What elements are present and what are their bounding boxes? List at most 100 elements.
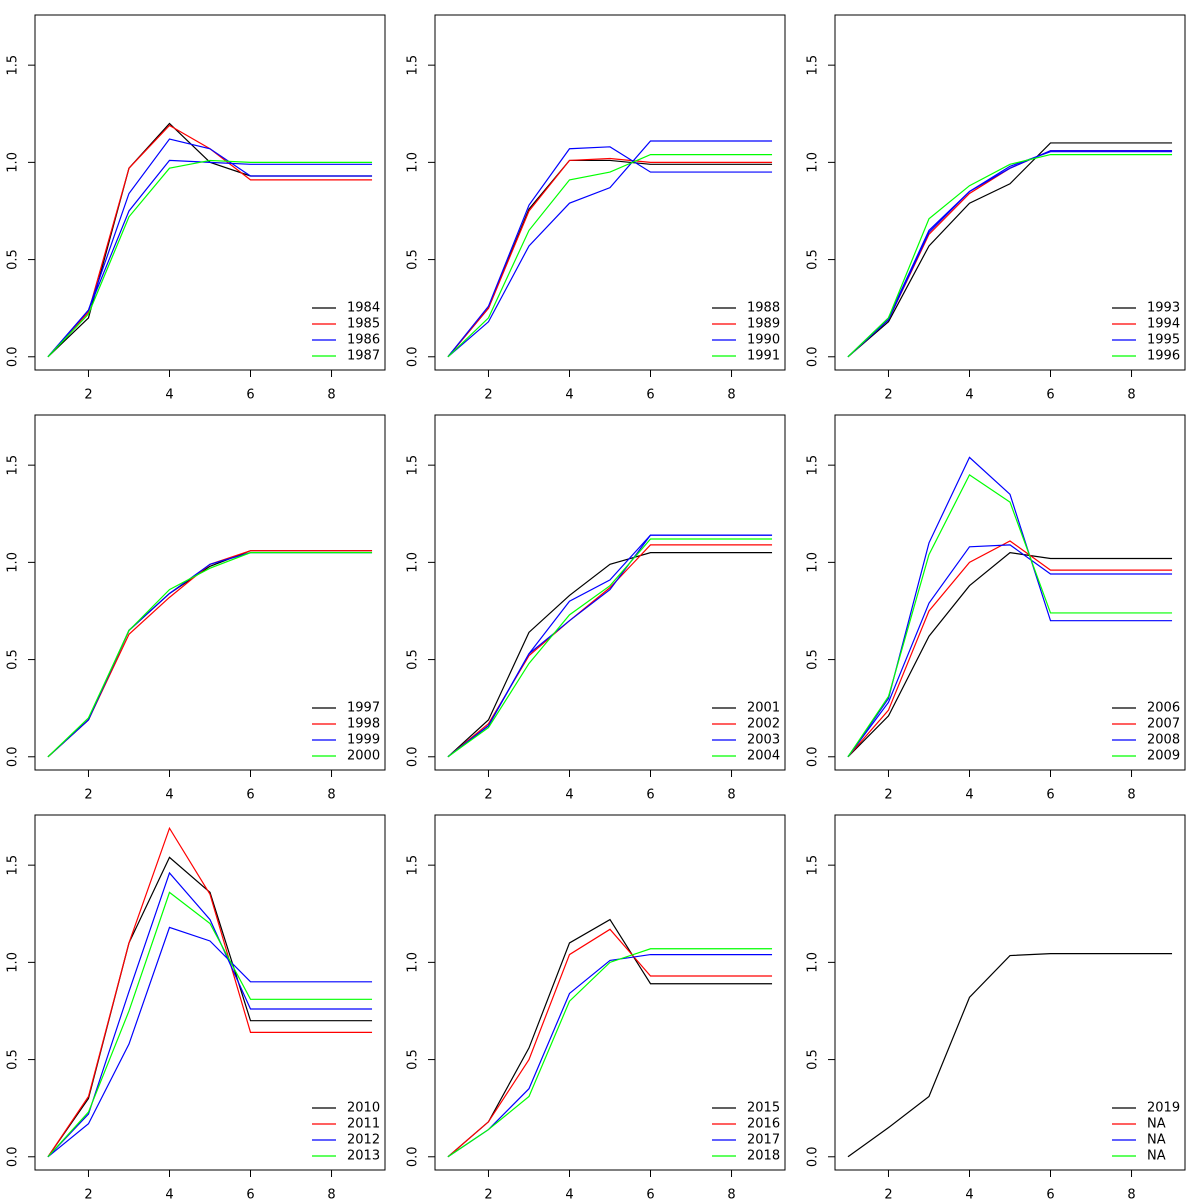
series-line [447, 159, 773, 358]
x-tick-label: 6 [646, 1188, 654, 1200]
series-line [447, 157, 773, 358]
legend-label: 1988 [747, 301, 780, 316]
x-tick-label: 8 [327, 388, 335, 403]
series-line [447, 146, 773, 358]
y-tick-label: 1.0 [806, 552, 821, 573]
plot-frame [434, 14, 786, 371]
x-tick-label: 4 [565, 388, 573, 403]
y-tick-label: 0.5 [806, 1049, 821, 1070]
legend-label: 1990 [747, 333, 780, 348]
y-tick-label: 1.5 [6, 55, 21, 76]
series-line [847, 150, 1173, 358]
series-line [47, 891, 373, 1158]
series-line [847, 953, 1173, 1158]
series-line [47, 159, 373, 358]
x-tick-label: 4 [965, 388, 973, 403]
legend-label: 2007 [1147, 717, 1180, 732]
legend-label: 2009 [1147, 749, 1180, 764]
x-tick-label: 2 [484, 1188, 492, 1200]
legend-label: 2001 [747, 701, 780, 716]
legend-label: 1999 [347, 733, 380, 748]
y-tick-label: 1.5 [806, 455, 821, 476]
x-tick-label: 2 [84, 388, 92, 403]
series-line [447, 948, 773, 1158]
y-tick-label: 1.0 [406, 152, 421, 173]
y-tick-label: 0.0 [406, 746, 421, 767]
series-line [47, 550, 373, 758]
y-tick-label: 0.5 [406, 249, 421, 270]
series-line [47, 552, 373, 758]
legend-label: 2019 [1147, 1101, 1180, 1116]
series-line [447, 153, 773, 358]
plot-frame [434, 414, 786, 771]
x-tick-label: 4 [565, 788, 573, 803]
plot-frame [834, 814, 1186, 1171]
series-line [847, 552, 1173, 758]
legend-label: NA [1147, 1117, 1166, 1132]
y-tick-label: 0.0 [806, 1146, 821, 1167]
legend-label: 2017 [747, 1133, 780, 1148]
y-tick-label: 0.5 [406, 649, 421, 670]
x-tick-label: 6 [246, 788, 254, 803]
series-line [847, 150, 1173, 358]
x-tick-label: 4 [165, 388, 173, 403]
series-line [847, 540, 1173, 758]
x-tick-label: 6 [1046, 388, 1054, 403]
x-tick-label: 6 [646, 388, 654, 403]
x-tick-label: 8 [727, 388, 735, 403]
x-tick-label: 4 [565, 1188, 573, 1200]
series-line [47, 856, 373, 1158]
x-tick-label: 6 [246, 1188, 254, 1200]
plot-frame [834, 14, 1186, 371]
x-tick-label: 2 [84, 1188, 92, 1200]
legend-label: 1997 [347, 701, 380, 716]
y-tick-label: 0.0 [6, 746, 21, 767]
y-tick-label: 1.0 [6, 552, 21, 573]
y-tick-label: 0.5 [6, 649, 21, 670]
y-tick-label: 1.0 [406, 952, 421, 973]
x-tick-label: 8 [727, 1188, 735, 1200]
x-tick-label: 8 [327, 1188, 335, 1200]
y-tick-label: 1.5 [406, 855, 421, 876]
legend-label: 2004 [747, 749, 780, 764]
x-tick-label: 4 [965, 1188, 973, 1200]
legend-label: 1986 [347, 333, 380, 348]
y-tick-label: 1.5 [406, 455, 421, 476]
y-tick-label: 1.0 [406, 552, 421, 573]
legend-label: 2006 [1147, 701, 1180, 716]
x-tick-label: 4 [165, 788, 173, 803]
plot-frame [34, 814, 386, 1171]
y-tick-label: 0.5 [406, 1049, 421, 1070]
x-tick-label: 2 [484, 788, 492, 803]
y-tick-label: 1.0 [6, 152, 21, 173]
y-tick-label: 0.5 [806, 249, 821, 270]
y-tick-label: 1.5 [806, 855, 821, 876]
legend-label: NA [1147, 1133, 1166, 1148]
x-tick-label: 2 [884, 1188, 892, 1200]
y-tick-label: 0.0 [6, 1146, 21, 1167]
series-line [847, 142, 1173, 358]
series-line [47, 550, 373, 758]
legend-label: NA [1147, 1149, 1166, 1164]
x-tick-label: 6 [246, 388, 254, 403]
legend-label: 1984 [347, 301, 380, 316]
y-tick-label: 0.0 [406, 1146, 421, 1167]
series-line [47, 926, 373, 1158]
legend-label: 2012 [347, 1133, 380, 1148]
series-line [47, 138, 373, 358]
series-line [847, 151, 1173, 358]
x-tick-label: 2 [84, 788, 92, 803]
legend-label: 1991 [747, 349, 780, 364]
legend-label: 1996 [1147, 349, 1180, 364]
x-tick-label: 8 [1127, 788, 1135, 803]
y-tick-label: 0.0 [806, 346, 821, 367]
legend-label: 2010 [347, 1101, 380, 1116]
